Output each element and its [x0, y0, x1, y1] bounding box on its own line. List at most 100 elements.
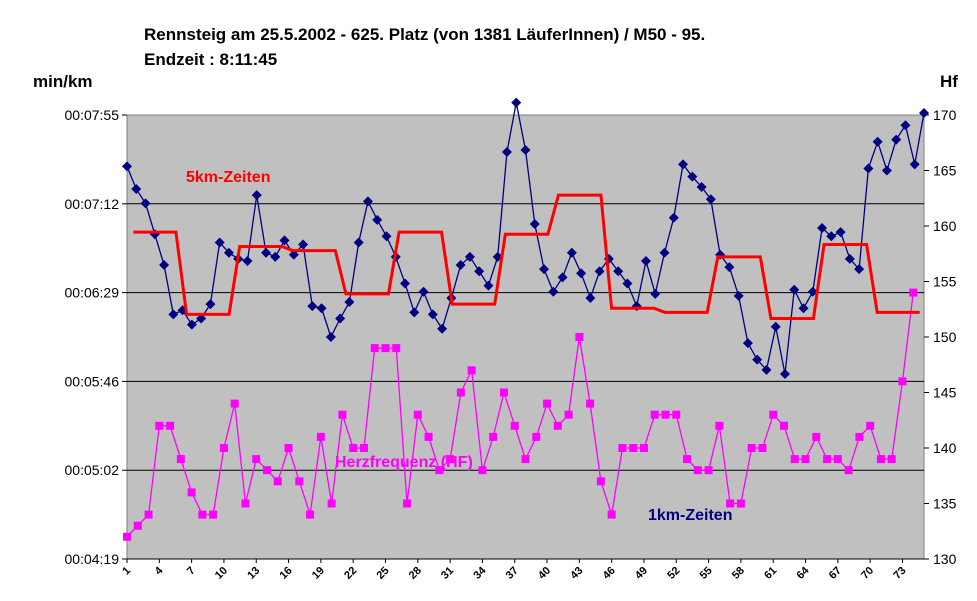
- y-right-tick-label: 145: [933, 385, 957, 401]
- km-point: [437, 323, 448, 334]
- km-point: [427, 309, 438, 320]
- hf-point: [349, 444, 358, 452]
- hf-point: [381, 344, 390, 353]
- km-point: [779, 369, 790, 379]
- x-tick-label: 31: [439, 565, 456, 582]
- x-tick-label: 40: [536, 565, 553, 582]
- hf-point: [370, 344, 379, 353]
- x-tick-label: 7: [185, 565, 198, 578]
- hf-point: [672, 410, 681, 419]
- km-point: [659, 247, 670, 258]
- km-point: [455, 260, 466, 271]
- x-tick-label: 22: [342, 565, 359, 582]
- hf-point: [435, 466, 444, 475]
- x-tick-label: 55: [698, 565, 715, 582]
- hf-point: [392, 344, 401, 353]
- x-tick-label: 43: [568, 565, 585, 582]
- annotation-5km: 5km-Zeiten: [186, 169, 270, 186]
- km-point: [678, 159, 689, 170]
- series-line-5km: [133, 193, 920, 320]
- km-point: [418, 286, 429, 297]
- km-point: [668, 212, 679, 223]
- km-point: [807, 286, 818, 297]
- km-point: [362, 196, 373, 207]
- hf-point: [607, 510, 616, 519]
- hf-point: [252, 455, 261, 464]
- km-point: [520, 144, 531, 155]
- km-point: [196, 313, 207, 324]
- km-point: [140, 198, 151, 209]
- km-point: [307, 301, 318, 312]
- km-point: [585, 292, 596, 303]
- km-point: [474, 266, 485, 277]
- hf-point: [295, 477, 304, 486]
- hf-point: [747, 444, 756, 452]
- y-right-tick-label: 150: [933, 329, 957, 345]
- hf-point: [618, 444, 627, 452]
- hf-point: [155, 421, 164, 430]
- y-right-tick-label: 135: [933, 496, 957, 512]
- km-point: [900, 120, 911, 131]
- km-point: [344, 297, 355, 308]
- x-tick-label: 25: [374, 565, 391, 582]
- x-tick-label: 64: [795, 564, 813, 582]
- y-left-unit-label: min/km: [33, 72, 93, 91]
- hf-point: [316, 432, 325, 441]
- km-point: [122, 161, 132, 172]
- km-point: [409, 307, 420, 318]
- hf-point: [758, 444, 767, 452]
- chart-subtitle: Endzeit : 8:11:45: [144, 50, 278, 69]
- km-point: [844, 253, 855, 264]
- km-point: [742, 338, 753, 349]
- km-point: [325, 332, 336, 342]
- km-point: [613, 266, 624, 277]
- hf-point: [446, 455, 455, 464]
- hf-point: [467, 366, 476, 375]
- km-point: [761, 364, 772, 375]
- km-point: [622, 278, 633, 289]
- x-tick-label: 4: [153, 564, 166, 577]
- km-point: [881, 165, 892, 176]
- y-right-tick-label: 160: [933, 218, 957, 234]
- hf-point: [661, 410, 670, 419]
- km-point: [835, 227, 846, 238]
- km-point: [752, 354, 763, 365]
- hf-point: [866, 421, 875, 430]
- km-point: [576, 268, 587, 279]
- y-right-unit-label: Hf: [940, 72, 958, 91]
- hf-point: [726, 499, 735, 508]
- hf-point: [596, 477, 605, 486]
- hf-point: [338, 410, 347, 419]
- km-point: [242, 255, 253, 266]
- hf-point: [639, 444, 648, 452]
- x-tick-label: 70: [859, 565, 876, 582]
- x-tick-label: 61: [762, 565, 779, 582]
- x-tick-label: 49: [633, 565, 650, 582]
- hf-point: [683, 455, 692, 464]
- km-point: [789, 284, 800, 295]
- hf-point: [844, 466, 853, 475]
- km-point: [548, 286, 559, 297]
- km-point: [891, 134, 902, 145]
- hf-point: [909, 288, 918, 297]
- hf-point: [403, 499, 412, 508]
- hf-point: [499, 388, 508, 397]
- x-tick-label: 1: [120, 565, 133, 578]
- hf-point: [855, 432, 864, 441]
- x-tick-label: 46: [601, 565, 618, 582]
- y-left-tick-label: 00:04:19: [65, 551, 120, 567]
- hf-point: [779, 421, 788, 430]
- hf-point: [176, 455, 185, 464]
- km-point: [854, 264, 865, 275]
- hf-point: [586, 399, 595, 408]
- km-point: [826, 231, 837, 242]
- y-right-tick-label: 130: [933, 551, 957, 567]
- hf-point: [133, 521, 142, 530]
- hf-point: [241, 499, 250, 508]
- hf-point: [123, 532, 131, 541]
- hf-point: [413, 410, 422, 419]
- hf-point: [801, 455, 810, 464]
- annotation-hf: Herzfrequenz (HF): [335, 454, 473, 471]
- hf-point: [456, 388, 465, 397]
